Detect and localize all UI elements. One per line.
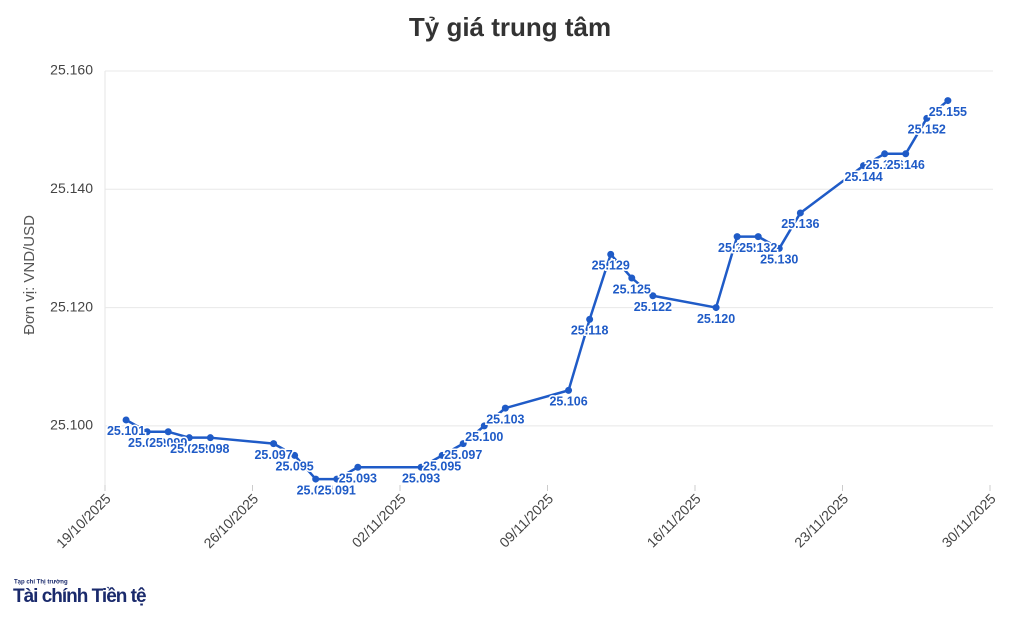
value-label: 25.101 — [107, 424, 145, 438]
point — [143, 428, 151, 436]
point — [565, 386, 573, 394]
point — [122, 416, 130, 424]
x-tick-label: 23/11/2025 — [791, 490, 851, 550]
point — [902, 150, 910, 158]
value-label: 25.098 — [191, 442, 229, 456]
value-label: 25.129 — [592, 259, 630, 273]
point — [733, 233, 741, 241]
value-label: 25.120 — [697, 312, 735, 326]
x-tick-label: 09/11/2025 — [496, 490, 556, 550]
value-label: 25.098 — [170, 442, 208, 456]
value-label: 25.093 — [339, 472, 377, 486]
value-label: 25.122 — [634, 300, 672, 314]
value-label: 25.136 — [781, 217, 819, 231]
x-tick-label: 30/11/2025 — [939, 490, 999, 550]
point — [459, 440, 467, 448]
value-label: 25.106 — [549, 395, 587, 409]
x-tick-label: 19/10/2025 — [53, 490, 114, 551]
chart-title: Tỷ giá trung tâm — [409, 12, 611, 42]
point — [501, 404, 509, 412]
value-label: 25.091 — [297, 483, 335, 497]
line — [125, 99, 949, 481]
value-label: 25.097 — [254, 448, 292, 462]
point — [881, 150, 889, 158]
y-tick-label: 25.100 — [50, 417, 93, 433]
point — [312, 475, 320, 483]
point — [944, 97, 952, 105]
value-label: 25.093 — [402, 472, 440, 486]
logo-small: Tạp chí Thị trường — [14, 580, 68, 586]
value-label: 25.155 — [929, 105, 967, 119]
point — [607, 250, 615, 258]
value-label: 25.118 — [571, 324, 609, 338]
point — [354, 463, 362, 471]
value-label: 25.091 — [318, 483, 356, 497]
point — [754, 233, 762, 241]
y-tick-label: 25.120 — [50, 298, 93, 314]
point — [586, 315, 594, 323]
value-label: 25.144 — [844, 170, 882, 184]
point — [775, 244, 783, 252]
y-tick-label: 25.140 — [50, 180, 93, 196]
x-tick-label: 16/11/2025 — [644, 490, 704, 550]
value-label: 25.146 — [887, 158, 925, 172]
point — [923, 114, 931, 122]
point — [417, 463, 425, 471]
y-axis-label: Đơn vị: VND/USD — [21, 215, 38, 335]
logo-name: Tài chính Tiền tệ — [13, 586, 146, 607]
point — [796, 209, 804, 217]
point — [628, 274, 636, 282]
point — [649, 292, 657, 300]
x-tick-label: 02/11/2025 — [349, 490, 409, 550]
x-tick-label: 26/10/2025 — [200, 490, 261, 551]
point — [164, 428, 172, 436]
value-label: 25.095 — [276, 460, 314, 474]
point — [206, 434, 214, 442]
point — [291, 451, 299, 459]
value-label: 25.099 — [149, 436, 187, 450]
point — [480, 422, 488, 430]
value-label: 25.130 — [760, 253, 798, 267]
value-label: 25.097 — [444, 448, 482, 462]
value-label: 25.132 — [739, 241, 777, 255]
value-label: 25.100 — [465, 430, 503, 444]
value-label: 25.132 — [718, 241, 756, 255]
point — [333, 475, 341, 483]
value-label: 25.152 — [908, 123, 946, 137]
point — [860, 162, 868, 170]
value-label: 25.103 — [486, 412, 524, 426]
point — [438, 451, 446, 459]
point — [270, 440, 278, 448]
point — [185, 434, 193, 442]
y-tick-label: 25.160 — [50, 62, 93, 78]
value-label: 25.095 — [423, 460, 461, 474]
value-label: 25.125 — [613, 282, 651, 296]
value-label: 25.146 — [866, 158, 904, 172]
value-label: 25.099 — [128, 436, 166, 450]
point — [712, 304, 720, 312]
